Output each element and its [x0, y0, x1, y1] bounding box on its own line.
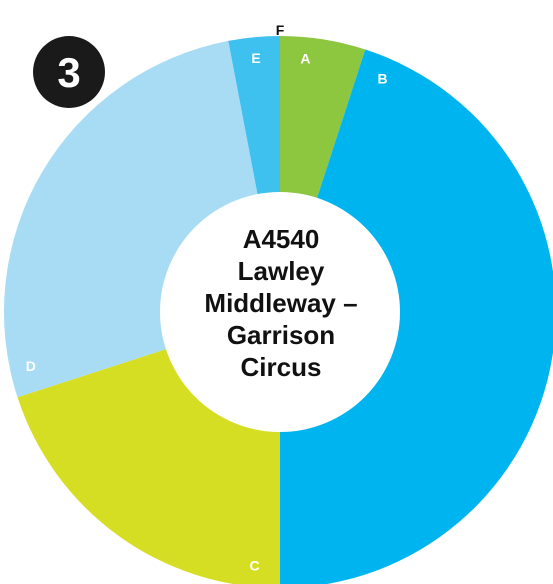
slice-label-f: F	[276, 22, 285, 38]
badge-circle	[33, 36, 105, 108]
slice-label-d: D	[26, 358, 36, 374]
route-name-line: A4540	[242, 224, 320, 254]
route-name-line: Circus	[240, 352, 322, 382]
donut-hole	[160, 192, 400, 432]
route-name-line: Middleway –	[204, 288, 358, 318]
slice-label-a: A	[300, 50, 310, 66]
route-name-line: Garrison	[226, 320, 336, 350]
slice-label-b: B	[378, 71, 388, 87]
slice-labels: A B C D EF	[26, 22, 388, 574]
route-name-line: Lawley	[237, 256, 325, 286]
slice-label-e: E	[251, 50, 260, 66]
badge: 3	[33, 36, 105, 108]
slice-label-c: C	[249, 558, 259, 574]
route-name: A4540 Lawley Middleway – Garrison Circus	[158, 223, 404, 383]
badge-number: 3	[57, 49, 80, 96]
slice-b	[280, 49, 553, 584]
